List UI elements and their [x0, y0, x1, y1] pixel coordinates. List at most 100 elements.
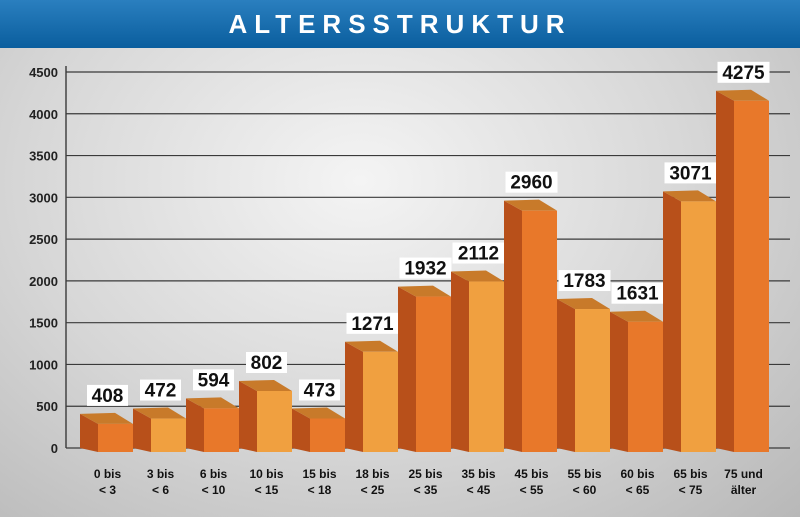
bar-side [610, 311, 628, 452]
value-label-bg [140, 379, 181, 401]
bar [257, 390, 292, 452]
x-tick-label: < 10 [202, 483, 226, 497]
value-label-bg [246, 351, 287, 373]
bar-group: 4275 [716, 61, 770, 453]
bar-top [451, 270, 504, 282]
bar-top [504, 199, 557, 211]
y-tick-label: 1500 [29, 316, 58, 331]
bar-side [504, 200, 522, 452]
x-tick-label: 25 bis [408, 467, 442, 481]
value-label-bg [505, 171, 558, 193]
bar-top [610, 310, 663, 322]
bar-top [345, 340, 398, 352]
bar-top [557, 298, 610, 310]
bar-side [557, 299, 575, 452]
bar [522, 210, 557, 452]
x-tick-label: älter [731, 483, 757, 497]
x-tick-label: < 45 [467, 483, 491, 497]
x-tick-label: 60 bis [620, 467, 654, 481]
bar-side [292, 408, 310, 452]
bar-side [345, 341, 363, 452]
x-tick-label: 15 bis [302, 467, 336, 481]
bar-side [663, 191, 681, 453]
y-axis: 0 500 1000 1500 2000 2500 3000 3500 4000 4500 [29, 65, 67, 456]
x-tick-label: 10 bis [249, 467, 283, 481]
x-tick-label: < 55 [520, 483, 544, 497]
bar-group: 472 [133, 379, 186, 452]
x-tick-label: < 75 [679, 483, 703, 497]
y-tick-label: 3000 [29, 190, 58, 205]
bar-side [451, 271, 469, 452]
bar-side [398, 286, 416, 452]
bar-group: 408 [80, 384, 133, 452]
x-tick-label: 55 bis [567, 467, 601, 481]
bar [734, 100, 769, 453]
chart-title: ALTERSSTRUKTUR [228, 8, 572, 39]
value-label-bg [611, 282, 664, 304]
bar-group: 594 [186, 369, 239, 452]
bar-side [716, 90, 734, 453]
y-tick-label: 500 [36, 399, 58, 414]
bar-top [663, 190, 716, 202]
y-tick-label: 2500 [29, 232, 58, 247]
bar [575, 309, 610, 452]
value-label: 2112 [458, 244, 499, 265]
value-label-bg [664, 162, 717, 184]
value-label: 1932 [404, 259, 446, 280]
y-tick-label: 0 [51, 441, 58, 456]
bar [363, 351, 398, 452]
value-label: 408 [92, 386, 124, 407]
x-tick-label: < 3 [99, 483, 116, 497]
value-label: 2960 [510, 173, 552, 194]
y-tick-label: 1000 [29, 357, 58, 372]
bar-side [186, 398, 204, 452]
x-tick-label: 18 bis [355, 467, 389, 481]
value-label: 594 [198, 370, 230, 391]
bar-group: 2960 [504, 171, 558, 452]
bars: 408 472 594 802 473 1271 1932 2112 2960 1783 1631 3… [80, 61, 770, 453]
x-tick-label: 0 bis [94, 467, 122, 481]
value-label-bg [452, 242, 505, 264]
bar [310, 418, 345, 452]
bar [469, 281, 504, 452]
x-tick-label: < 35 [414, 483, 438, 497]
value-label: 472 [145, 381, 177, 402]
value-label-bg [399, 257, 452, 279]
bar-top [239, 379, 292, 391]
bar-top [398, 285, 451, 297]
bar [681, 201, 716, 452]
y-tick-label: 3500 [29, 149, 58, 164]
x-tick-label: 75 und [724, 467, 763, 481]
x-tick-label: 45 bis [514, 467, 548, 481]
bar-side [80, 413, 98, 452]
bar-group: 1271 [345, 312, 399, 452]
bar-top [186, 397, 239, 409]
value-label: 1631 [616, 284, 659, 305]
bar-top [292, 407, 345, 419]
x-tick-label: < 25 [361, 483, 385, 497]
bar-top [80, 412, 133, 424]
value-label-bg [87, 384, 128, 406]
value-label: 3071 [669, 163, 712, 184]
y-tick-label: 4000 [29, 107, 58, 122]
bar-group: 1783 [557, 270, 611, 452]
value-label: 1271 [351, 314, 394, 335]
x-tick-label: 35 bis [461, 467, 495, 481]
bar-top [133, 407, 186, 419]
bar-group: 1932 [398, 257, 452, 452]
value-label: 473 [304, 380, 336, 401]
x-tick-label: 3 bis [147, 467, 175, 481]
bar-group: 3071 [663, 162, 717, 453]
value-label-bg [346, 312, 399, 334]
bar [151, 418, 186, 452]
y-tick-label: 4500 [29, 65, 58, 80]
value-label-bg [717, 61, 770, 83]
bar [204, 408, 239, 452]
value-label: 802 [251, 353, 283, 374]
y-tick-label: 2000 [29, 274, 58, 289]
x-tick-label: 65 bis [673, 467, 707, 481]
x-tick-label: < 18 [308, 483, 332, 497]
x-tick-label: < 15 [255, 483, 279, 497]
